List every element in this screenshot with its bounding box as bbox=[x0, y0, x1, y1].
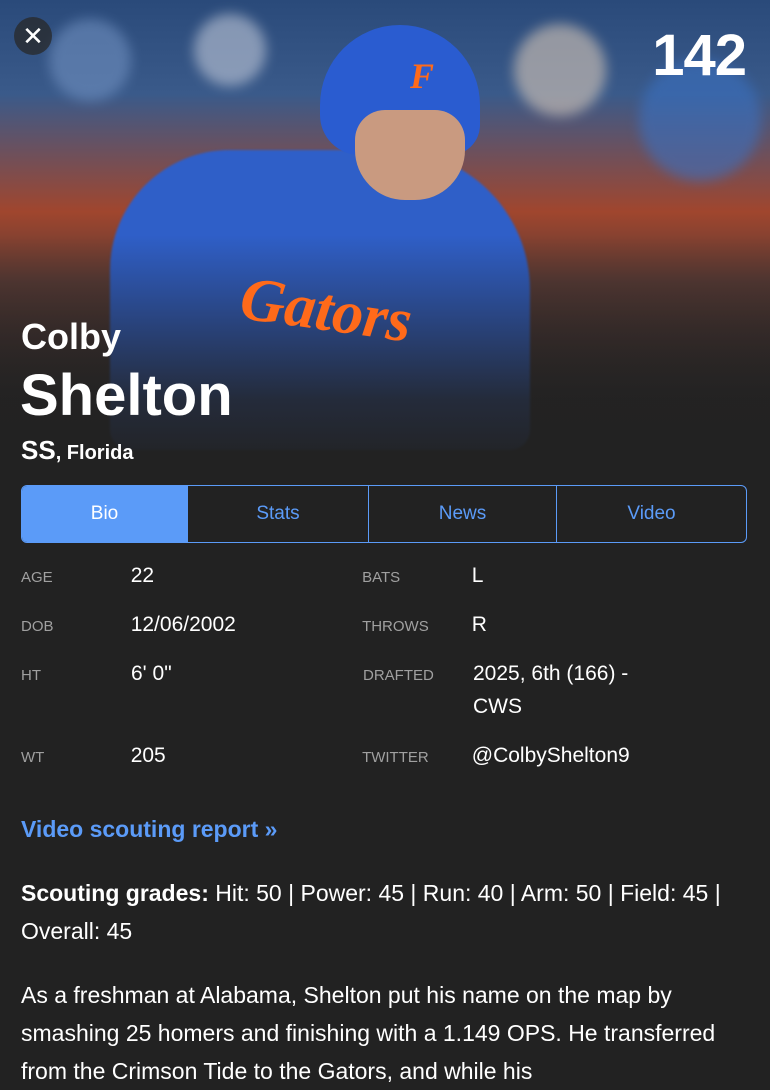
player-photo: F Gators bbox=[0, 0, 770, 470]
prospect-rank: 142 bbox=[652, 23, 747, 88]
bio-row: AGE 22 BATS L bbox=[21, 564, 751, 592]
video-scouting-report-link[interactable]: Video scouting report » bbox=[21, 816, 278, 842]
age-value: 22 bbox=[130, 564, 155, 587]
wt-label: WT bbox=[21, 749, 45, 766]
team: , Florida bbox=[55, 442, 134, 464]
tab-news[interactable]: News bbox=[369, 486, 557, 542]
drafted-label: DRAFTED bbox=[363, 667, 434, 684]
grades-label: Scouting grades: bbox=[21, 880, 209, 906]
first-name: Colby bbox=[21, 316, 122, 357]
position: SS bbox=[21, 435, 56, 465]
ht-label: HT bbox=[21, 667, 41, 684]
dob-label: DOB bbox=[21, 618, 54, 635]
bio-row: HT 6' 0" DRAFTED 2025, 6th (166) - CWS bbox=[21, 662, 751, 723]
bio-row: DOB 12/06/2002 THROWS R bbox=[21, 613, 751, 641]
tab-stats[interactable]: Stats bbox=[188, 486, 369, 542]
throws-label: THROWS bbox=[362, 618, 429, 635]
gradient-overlay bbox=[0, 0, 770, 470]
ht-value: 6' 0" bbox=[131, 662, 172, 685]
age-label: AGE bbox=[21, 569, 53, 586]
twitter-label: TWITTER bbox=[362, 749, 429, 766]
bats-value: L bbox=[471, 564, 484, 587]
close-icon: ✕ bbox=[22, 20, 44, 51]
grades-text: Hit: 50 | Power: 45 | Run: 40 | Arm: 50 … bbox=[21, 880, 721, 944]
bats-label: BATS bbox=[362, 569, 401, 586]
tab-bar: Bio Stats News Video bbox=[21, 485, 747, 543]
twitter-link[interactable]: @ColbyShelton9 bbox=[471, 744, 630, 767]
wt-value: 205 bbox=[130, 744, 166, 767]
scouting-grades: Scouting grades: Hit: 50 | Power: 45 | R… bbox=[21, 874, 756, 950]
tab-video[interactable]: Video bbox=[627, 503, 676, 524]
last-name: Shelton bbox=[20, 363, 233, 428]
bio-row: WT 205 TWITTER @ColbyShelton9 bbox=[21, 744, 751, 772]
dob-value: 12/06/2002 bbox=[130, 613, 236, 636]
bio-table: AGE 22 BATS L DOB 12/06/2002 THROWS R HT… bbox=[21, 564, 751, 794]
tab-bio[interactable]: Bio bbox=[22, 486, 188, 542]
helmet-logo: F bbox=[410, 56, 435, 96]
close-button[interactable]: ✕ bbox=[14, 17, 52, 55]
bio-paragraph: As a freshman at Alabama, Shelton put hi… bbox=[21, 982, 716, 1084]
drafted-value: 2025, 6th (166) - CWS bbox=[473, 662, 629, 718]
throws-value: R bbox=[471, 613, 487, 636]
position-team: SS, Florida bbox=[21, 435, 133, 466]
